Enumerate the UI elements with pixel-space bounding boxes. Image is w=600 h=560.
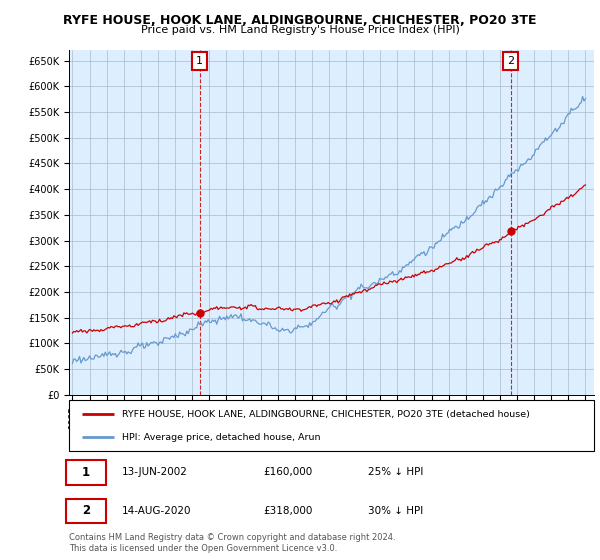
FancyBboxPatch shape [69, 400, 594, 451]
Text: 1: 1 [82, 466, 90, 479]
Text: 2: 2 [507, 55, 514, 66]
Text: RYFE HOUSE, HOOK LANE, ALDINGBOURNE, CHICHESTER, PO20 3TE (detached house): RYFE HOUSE, HOOK LANE, ALDINGBOURNE, CHI… [121, 409, 529, 418]
Text: 1: 1 [196, 55, 203, 66]
Text: £318,000: £318,000 [263, 506, 313, 516]
FancyBboxPatch shape [67, 498, 106, 524]
Text: £160,000: £160,000 [263, 468, 313, 478]
Text: 30% ↓ HPI: 30% ↓ HPI [368, 506, 424, 516]
Text: HPI: Average price, detached house, Arun: HPI: Average price, detached house, Arun [121, 433, 320, 442]
Text: RYFE HOUSE, HOOK LANE, ALDINGBOURNE, CHICHESTER, PO20 3TE: RYFE HOUSE, HOOK LANE, ALDINGBOURNE, CHI… [63, 14, 537, 27]
Text: 13-JUN-2002: 13-JUN-2002 [121, 468, 187, 478]
Text: 2: 2 [82, 505, 90, 517]
FancyBboxPatch shape [67, 460, 106, 485]
Text: 25% ↓ HPI: 25% ↓ HPI [368, 468, 424, 478]
Text: Contains HM Land Registry data © Crown copyright and database right 2024.
This d: Contains HM Land Registry data © Crown c… [69, 533, 395, 553]
Text: 14-AUG-2020: 14-AUG-2020 [121, 506, 191, 516]
Text: Price paid vs. HM Land Registry's House Price Index (HPI): Price paid vs. HM Land Registry's House … [140, 25, 460, 35]
